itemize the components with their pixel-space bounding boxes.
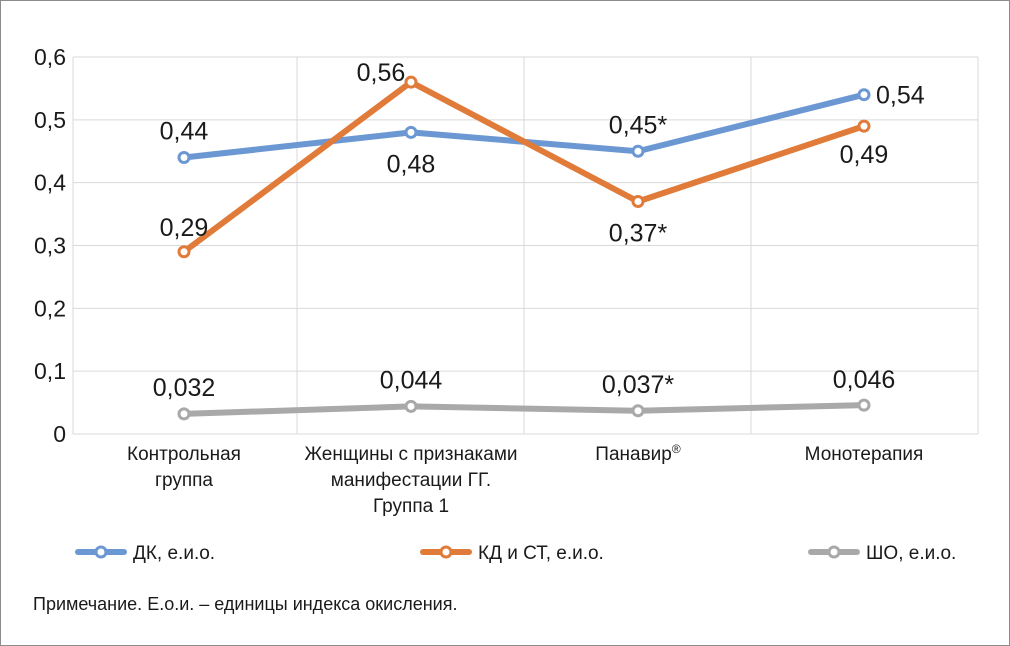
series-line-2 (181, 402, 867, 417)
data-label: 0,037* (602, 371, 675, 399)
data-label: 0,044 (380, 366, 443, 394)
data-label: 0,29 (160, 214, 209, 242)
x-category-label: Панавир® (595, 442, 681, 465)
data-point (177, 407, 191, 421)
legend-marker (439, 545, 453, 559)
footnote: Примечание. Е.о.и. – единицы индекса оки… (33, 594, 458, 614)
y-tick-label: 0,6 (34, 44, 66, 70)
data-label: 0,45* (609, 111, 668, 139)
data-label: 0,37* (609, 220, 668, 248)
data-label: 0,046 (833, 366, 896, 394)
legend: ДК, е.и.о. КД и СТ, е.и.о. ШО, е.и.о. (75, 543, 956, 564)
series-lines (177, 75, 871, 421)
data-point (404, 75, 418, 89)
data-labels: 0,44 0,48 0,45* 0,54 0,29 0,56 0,37* 0,49 0,032 0… (153, 59, 925, 402)
data-label: 0,49 (840, 141, 889, 169)
x-category-label: Монотерапия (805, 444, 924, 465)
y-tick-label: 0,4 (34, 170, 66, 196)
data-label: 0,44 (160, 118, 209, 146)
gridlines (72, 56, 979, 435)
x-category-label: Контрольная группа (127, 444, 241, 491)
legend-label: ШО, е.и.о. (866, 543, 956, 564)
series-line-1 (181, 79, 867, 255)
data-point (177, 151, 191, 165)
y-tick-label: 0,3 (34, 233, 66, 259)
y-tick-label: 0,5 (34, 107, 66, 133)
data-point (177, 245, 191, 259)
data-point (404, 399, 418, 413)
data-point (857, 88, 871, 102)
legend-label: ДК, е.и.о. (133, 543, 215, 564)
y-tick-label: 0 (53, 421, 66, 447)
x-axis-categories: Контрольная группа Женщины с признаками ман… (127, 442, 923, 517)
data-point (631, 144, 645, 158)
legend-marker (827, 545, 841, 559)
legend-label: КД и СТ, е.и.о. (478, 543, 604, 564)
data-point (631, 404, 645, 418)
legend-marker (94, 545, 108, 559)
y-axis-ticks: 0 0,1 0,2 0,3 0,4 0,5 0,6 (34, 44, 66, 447)
y-tick-label: 0,2 (34, 295, 66, 321)
data-label: 0,56 (357, 59, 406, 87)
data-point (631, 195, 645, 209)
data-point (857, 398, 871, 412)
data-label: 0,54 (876, 82, 925, 110)
data-point (404, 125, 418, 139)
x-category-label: Женщины с признаками манифестации ГГ. Груп… (304, 444, 517, 517)
data-point (857, 119, 871, 133)
data-label: 0,48 (387, 150, 436, 178)
data-label: 0,032 (153, 374, 216, 402)
y-tick-label: 0,1 (34, 358, 66, 384)
